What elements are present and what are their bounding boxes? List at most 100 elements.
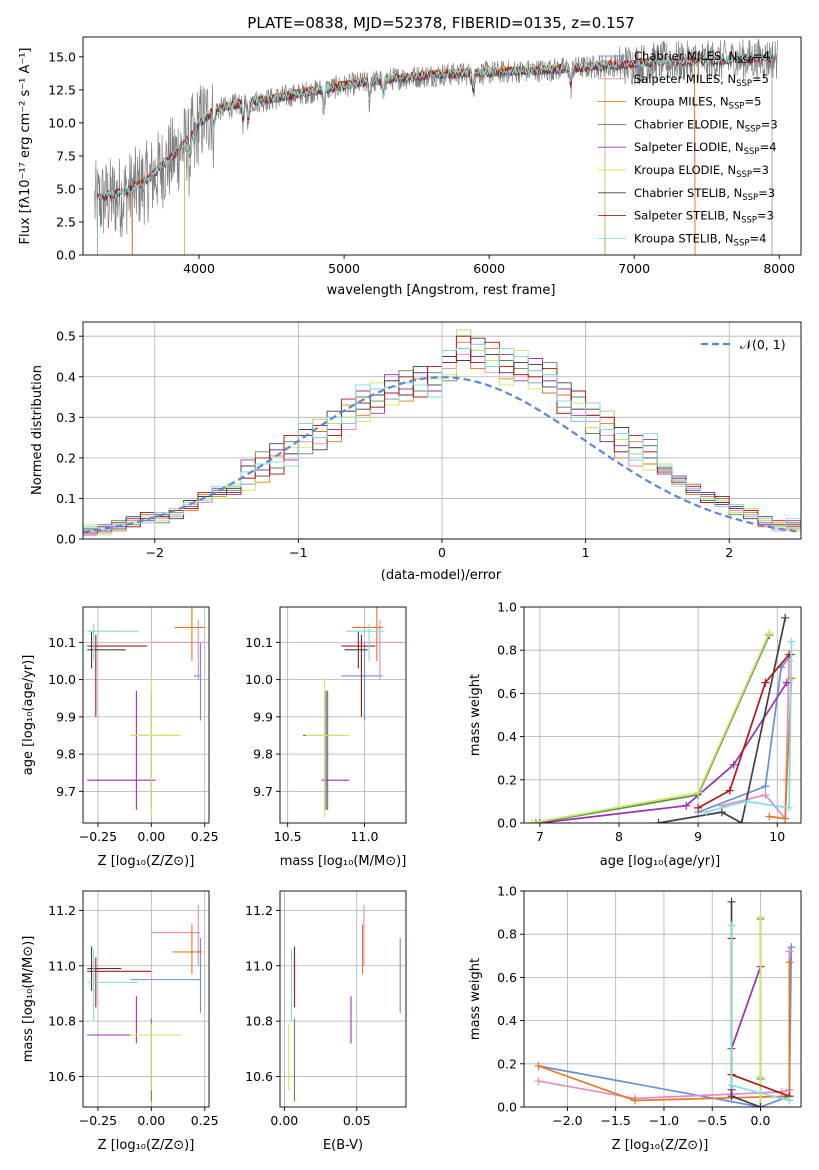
weight-vs-age-line-kroupa-miles-marker xyxy=(781,814,790,823)
weight-vs-Z-ytick-label: 0.2 xyxy=(497,1056,517,1071)
spectrum-ytick-label: 2.5 xyxy=(56,214,76,229)
residuals-ylabel: Normed distribution xyxy=(30,365,45,495)
spectrum-xlabel: wavelength [Angstrom, rest frame] xyxy=(327,283,556,298)
mass-vs-EBV-xtick-label: 0.05 xyxy=(343,1113,371,1128)
residuals-plot-area xyxy=(83,329,801,539)
weight-vs-Z-line-kroupa-stelib-marker xyxy=(727,1081,736,1090)
weight-vs-age-line-chabrier-elodie-marker xyxy=(531,819,540,823)
residuals-ytick-label: 0.1 xyxy=(56,491,76,506)
weight-vs-Z-ytick-label: 0.0 xyxy=(497,1100,517,1115)
hist-salpeter-stelib xyxy=(83,335,801,539)
age-vs-Z-xlabel: Z [log₁₀(Z/Z⊙)] xyxy=(98,854,195,869)
weight-vs-age-ytick-label: 0.6 xyxy=(497,686,517,701)
weight-vs-age-ytick-label: 0.8 xyxy=(497,643,517,658)
mass-vs-EBV-ytick-label: 11.0 xyxy=(245,958,273,973)
weight-vs-Z-plot-area xyxy=(534,897,796,1107)
legend-label-kroupa-miles: Kroupa MILES, NSSP=5 xyxy=(634,95,761,112)
weight-vs-age-line-kroupa-elodie-marker xyxy=(694,788,703,797)
weight-vs-age-line-salpeter-stelib xyxy=(697,653,790,809)
weight-vs-age-ytick-label: 0.2 xyxy=(497,772,517,787)
mass-vs-EBV-panel: 0.00 0.05 10.6 10.8 11.0 11.2 xyxy=(245,890,407,1128)
data-spectrum-line xyxy=(94,38,779,238)
weight-vs-Z-ytick-label: 0.6 xyxy=(497,970,517,985)
residuals-xtick-label: 2 xyxy=(725,545,733,560)
age-vs-Z-plot-area xyxy=(87,607,205,818)
mass-vs-Z-xtick-label: 0.25 xyxy=(191,1113,219,1128)
spectrum-xtick-label: 4000 xyxy=(183,261,215,276)
mass-vs-EBV-xlabel: E(B-V) xyxy=(323,1138,363,1153)
spectrum-ytick-label: 15.0 xyxy=(48,49,76,64)
age-vs-mass-frame xyxy=(279,606,407,824)
age-vs-mass-plot-area xyxy=(303,607,403,818)
age-vs-Z-ytick-label: 10.1 xyxy=(48,635,76,650)
mass-vs-Z-xtick-label: −0.25 xyxy=(79,1113,117,1128)
weight-vs-age-line-kroupa-stelib-marker xyxy=(741,797,750,806)
mass-vs-EBV-ytick-label: 10.6 xyxy=(245,1069,273,1084)
weight-vs-Z-line-kroupa-elodie-marker xyxy=(756,1072,765,1081)
weight-vs-age-line-chabrier-stelib-marker xyxy=(781,613,790,622)
weight-vs-Z-line-chabrier-stelib-marker xyxy=(756,1103,765,1107)
mass-vs-EBV-plot-area xyxy=(288,904,401,1102)
weight-vs-Z-line-salpeter-miles-marker xyxy=(534,1077,543,1086)
weight-vs-age-panel: 7 8 9 10 0.0 0.2 0.4 0.6 0.8 1.0 xyxy=(497,600,802,844)
residuals-ytick-label: 0.0 xyxy=(56,532,76,547)
legend-label-salpeter-elodie: Salpeter ELODIE, NSSP=4 xyxy=(634,140,777,157)
residuals-xtick-label: 0 xyxy=(438,545,446,560)
weight-vs-age-line-kroupa-miles-marker xyxy=(765,812,774,821)
hist-kroupa-stelib xyxy=(83,343,801,539)
weight-vs-age-line-salpeter-stelib-marker xyxy=(725,786,734,795)
weight-vs-age-xlabel: age [log₁₀(age/yr)] xyxy=(600,854,721,869)
spectrum-ytick-label: 0.0 xyxy=(56,248,76,263)
weight-vs-age-line-chabrier-stelib-marker xyxy=(654,819,663,823)
residuals-ytick-label: 0.2 xyxy=(56,450,76,465)
spectrum-xtick-label: 5000 xyxy=(328,261,360,276)
weight-vs-Z-line-chabrier-miles-marker xyxy=(787,943,796,952)
residuals-ytick-label: 0.4 xyxy=(56,369,76,384)
weight-vs-age-xtick-label: 7 xyxy=(536,829,544,844)
weight-vs-Z-xlabel: Z [log₁₀(Z/Z⊙)] xyxy=(612,1138,709,1153)
weight-vs-age-ylabel: mass weight xyxy=(468,674,483,756)
legend-label-kroupa-elodie: Kroupa ELODIE, NSSP=3 xyxy=(634,163,769,180)
mass-vs-Z-ytick-label: 11.0 xyxy=(48,958,76,973)
weight-vs-age-line-kroupa-stelib-marker xyxy=(787,637,796,646)
spectrum-xtick-label: 7000 xyxy=(618,261,650,276)
mass-vs-EBV-ytick-label: 10.8 xyxy=(245,1014,273,1029)
mass-vs-EBV-xtick-label: 0.00 xyxy=(270,1113,298,1128)
weight-vs-age-line-salpeter-elodie xyxy=(539,682,788,823)
weight-vs-Z-line-salpeter-miles-marker xyxy=(785,947,794,956)
normal-legend-label: 𝒩(0, 1) xyxy=(740,337,786,352)
weight-vs-age-ytick-label: 0.4 xyxy=(497,729,517,744)
weight-vs-age-ytick-label: 1.0 xyxy=(497,600,517,615)
spectrum-ytick-label: 5.0 xyxy=(56,181,76,196)
weight-vs-age-xtick-label: 8 xyxy=(615,829,623,844)
spectrum-plot-area xyxy=(94,38,779,255)
age-vs-Z-xtick-label: 0.00 xyxy=(137,829,165,844)
residuals-xtick-label: −2 xyxy=(146,545,164,560)
weight-vs-Z-frame xyxy=(523,890,802,1108)
weight-vs-age-xtick-label: 9 xyxy=(694,829,702,844)
weight-vs-age-line-salpeter-elodie-marker xyxy=(535,819,544,823)
legend-label-chabrier-miles: Chabrier MILES, NSSP=4 xyxy=(634,49,770,66)
age-vs-Z-ylabel: age [log₁₀(age/yr)] xyxy=(21,655,36,776)
weight-vs-Z-ytick-label: 0.8 xyxy=(497,927,517,942)
weight-vs-age-line-kroupa-stelib-marker xyxy=(785,803,794,812)
weight-vs-age-line-chabrier-stelib xyxy=(658,617,787,823)
age-vs-Z-panel: −0.25 0.00 0.25 9.7 9.8 9.9 10.0 10.1 xyxy=(48,606,219,844)
weight-vs-Z-ytick-label: 0.4 xyxy=(497,1013,517,1028)
weight-vs-age-line-salpeter-miles xyxy=(721,660,790,821)
weight-vs-age-frame xyxy=(523,606,802,824)
spectrum-frame xyxy=(82,36,802,256)
mass-vs-Z-xlabel: Z [log₁₀(Z/Z⊙)] xyxy=(98,1138,195,1153)
weight-vs-Z-xtick-label: −0.5 xyxy=(697,1113,727,1128)
mass-vs-EBV-frame xyxy=(279,890,407,1108)
age-vs-mass-ytick-label: 10.1 xyxy=(245,635,273,650)
normal-curve xyxy=(83,376,801,533)
spectrum-title: PLATE=0838, MJD=52378, FIBERID=0135, z=0… xyxy=(247,14,634,32)
age-vs-Z-ytick-label: 9.7 xyxy=(56,784,76,799)
legend-label-chabrier-elodie: Chabrier ELODIE, NSSP=3 xyxy=(634,117,778,134)
spectrum-ylabel: Flux [fλ10⁻¹⁷ erg cm⁻² s⁻¹ A⁻¹] xyxy=(18,48,33,245)
mass-vs-Z-ytick-label: 10.8 xyxy=(48,1014,76,1029)
weight-vs-Z-line-chabrier-stelib-marker xyxy=(727,897,736,906)
weight-vs-age-line-kroupa-stelib-marker xyxy=(702,808,711,817)
